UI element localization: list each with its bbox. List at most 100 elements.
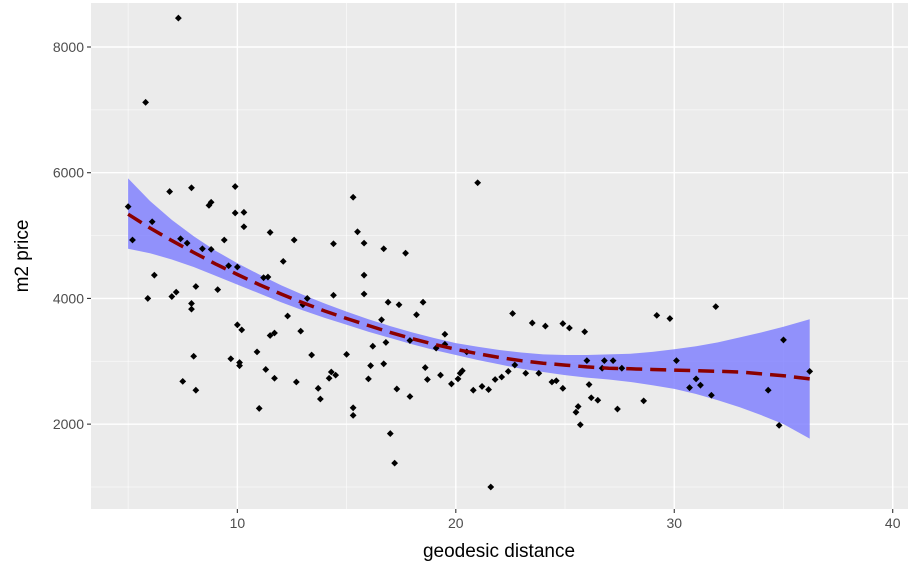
data-point bbox=[456, 369, 464, 377]
data-point bbox=[354, 228, 361, 236]
data-point bbox=[511, 361, 519, 369]
data-point bbox=[260, 274, 267, 282]
data-point bbox=[600, 357, 608, 365]
data-point bbox=[255, 405, 263, 412]
data-point bbox=[478, 383, 486, 390]
data-point bbox=[332, 371, 340, 379]
data-point bbox=[572, 408, 580, 416]
data-point bbox=[474, 179, 482, 187]
data-point bbox=[614, 405, 621, 413]
data-point bbox=[609, 357, 617, 365]
data-point bbox=[262, 366, 270, 373]
data-point bbox=[395, 301, 403, 309]
data-point bbox=[220, 236, 228, 244]
data-point bbox=[190, 352, 198, 360]
data-point bbox=[279, 257, 287, 265]
data-point bbox=[594, 396, 602, 404]
data-point bbox=[327, 368, 335, 376]
data-point bbox=[343, 350, 350, 358]
data-point bbox=[566, 324, 573, 332]
data-point bbox=[188, 184, 195, 192]
data-point bbox=[192, 386, 200, 394]
data-point bbox=[504, 367, 512, 375]
data-point bbox=[528, 319, 536, 327]
data-point bbox=[271, 329, 278, 337]
data-point bbox=[325, 374, 333, 382]
data-point bbox=[129, 236, 136, 244]
data-point bbox=[413, 311, 420, 319]
data-point bbox=[583, 357, 591, 365]
data-point bbox=[382, 339, 390, 346]
data-point bbox=[174, 14, 182, 22]
data-point bbox=[391, 459, 399, 467]
data-point bbox=[448, 380, 455, 388]
data-point bbox=[144, 295, 152, 302]
data-point bbox=[188, 305, 195, 313]
x-axis-ticks: 10 20 30 40 bbox=[230, 509, 901, 531]
x-tick-label: 30 bbox=[666, 515, 682, 531]
data-point bbox=[541, 322, 549, 330]
data-point bbox=[454, 375, 462, 383]
data-point bbox=[297, 327, 305, 335]
data-point bbox=[686, 384, 693, 392]
data-point bbox=[142, 98, 150, 106]
data-point bbox=[402, 249, 409, 257]
data-point bbox=[764, 386, 772, 394]
data-point bbox=[441, 330, 449, 338]
data-point bbox=[585, 381, 593, 388]
data-point bbox=[535, 369, 543, 377]
data-point bbox=[581, 328, 589, 336]
data-point bbox=[587, 394, 595, 402]
data-point bbox=[775, 422, 783, 429]
y-tick-label: 4000 bbox=[53, 290, 84, 306]
data-point bbox=[640, 397, 648, 405]
data-point bbox=[172, 288, 180, 296]
y-axis-title: m2 price bbox=[12, 220, 33, 293]
data-point bbox=[360, 271, 368, 279]
data-point bbox=[303, 295, 311, 302]
data-point bbox=[349, 411, 357, 419]
data-point bbox=[238, 326, 246, 334]
x-tick-label: 20 bbox=[448, 515, 464, 531]
data-point bbox=[314, 384, 322, 392]
data-point bbox=[712, 303, 720, 310]
data-point bbox=[227, 355, 235, 363]
data-point bbox=[692, 375, 700, 383]
x-tick-label: 40 bbox=[885, 515, 901, 531]
data-point bbox=[308, 351, 316, 359]
data-point bbox=[236, 359, 243, 366]
data-point bbox=[349, 193, 357, 201]
data-point bbox=[498, 373, 506, 381]
data-point bbox=[330, 240, 337, 248]
data-point bbox=[559, 320, 567, 327]
data-point bbox=[509, 310, 517, 317]
data-point bbox=[188, 300, 195, 307]
data-point bbox=[419, 298, 427, 306]
data-point bbox=[183, 239, 191, 247]
data-point bbox=[284, 312, 292, 320]
trend-line bbox=[127, 212, 810, 381]
data-point bbox=[780, 336, 787, 344]
data-point bbox=[316, 395, 324, 403]
y-axis-ticks: 2000 4000 6000 8000 bbox=[53, 39, 91, 432]
y-tick-label: 2000 bbox=[53, 416, 84, 432]
data-point bbox=[225, 262, 233, 270]
data-point bbox=[360, 239, 368, 247]
data-point bbox=[552, 377, 560, 385]
data-point bbox=[393, 385, 401, 393]
data-point bbox=[214, 286, 222, 294]
data-point bbox=[367, 362, 375, 370]
data-point bbox=[458, 367, 466, 375]
data-point bbox=[207, 246, 215, 253]
data-point bbox=[253, 348, 261, 356]
data-point bbox=[290, 236, 298, 244]
data-point bbox=[365, 375, 372, 383]
data-point bbox=[666, 315, 674, 322]
data-point bbox=[349, 404, 357, 412]
data-point bbox=[192, 283, 200, 290]
data-point bbox=[378, 316, 385, 324]
data-point bbox=[548, 378, 556, 386]
data-point bbox=[199, 245, 206, 253]
data-point bbox=[292, 378, 300, 386]
